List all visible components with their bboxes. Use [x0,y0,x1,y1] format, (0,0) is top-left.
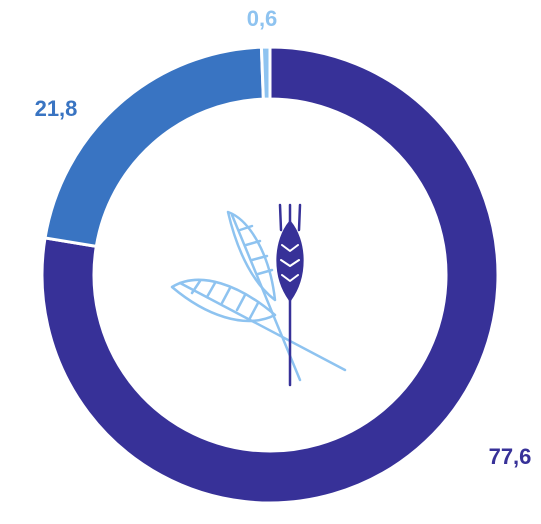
data-label: 0,6 [247,6,278,31]
donut-segment [40,45,500,505]
wheat-icon [170,203,347,387]
data-label: 77,6 [489,444,532,469]
donut-segment [259,45,272,101]
data-label: 21,8 [35,96,78,121]
donut-segment [43,45,265,249]
